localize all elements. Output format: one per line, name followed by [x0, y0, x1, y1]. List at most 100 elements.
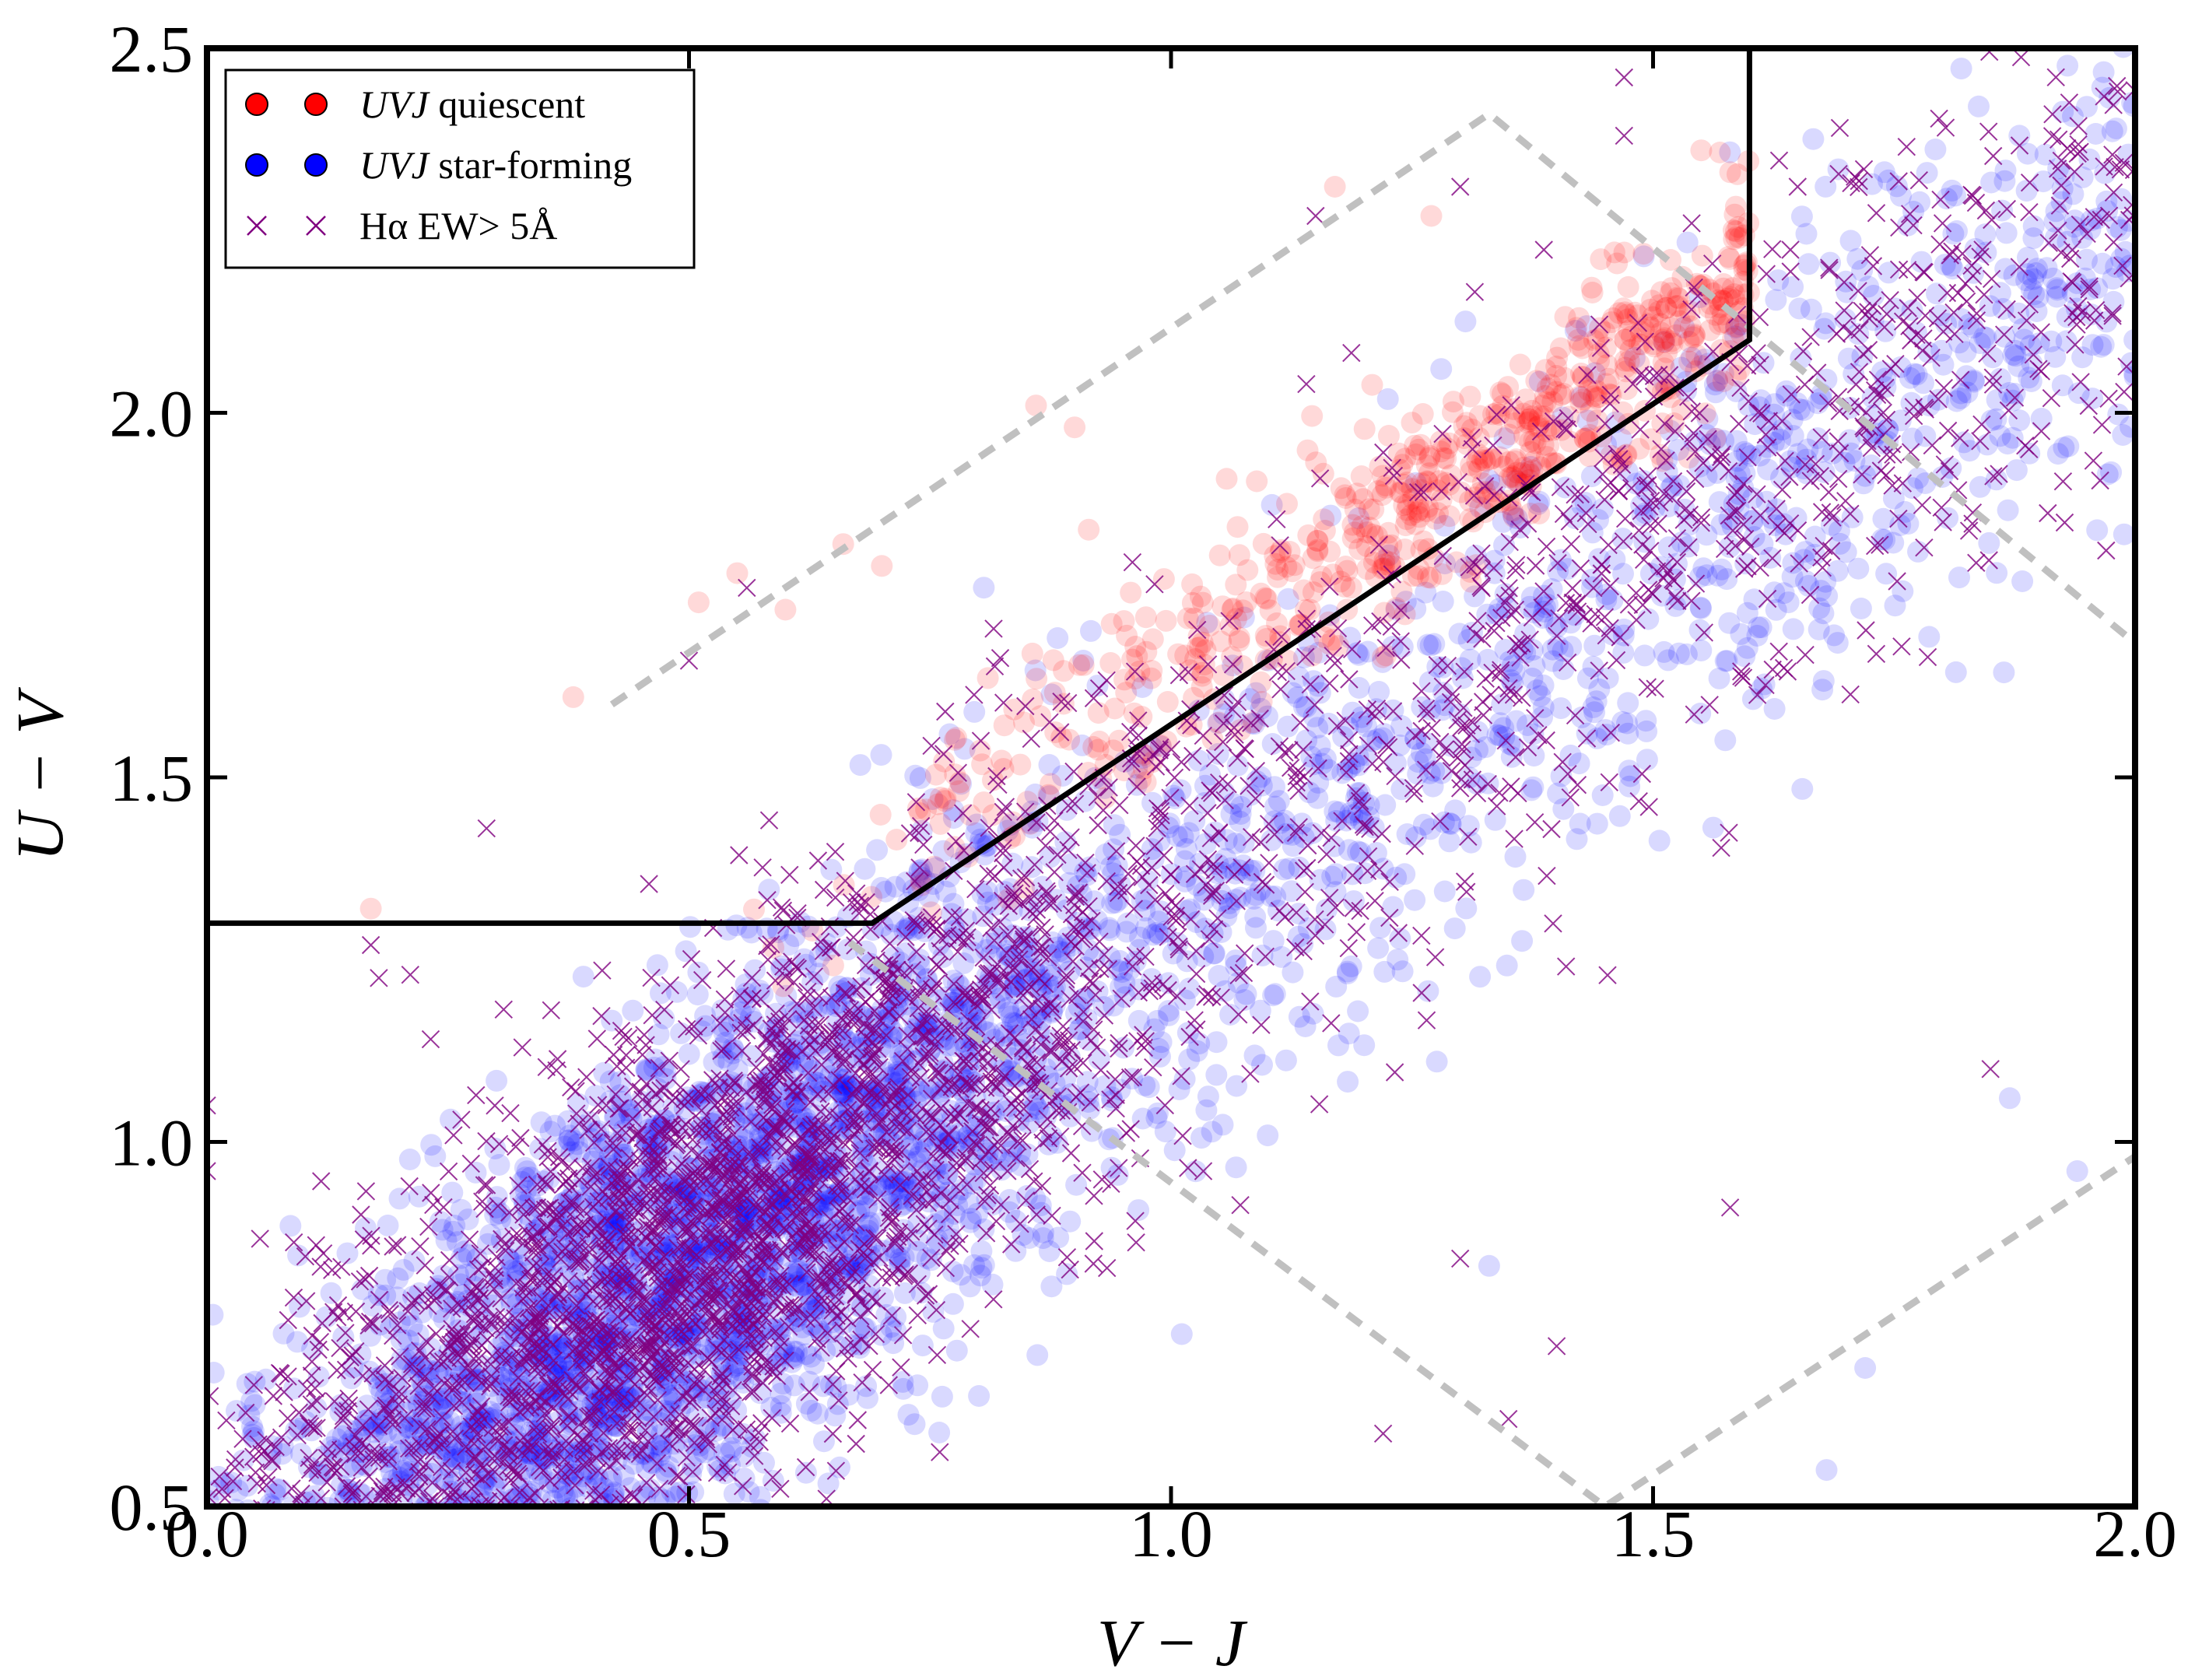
quiescent-point: [1420, 205, 1443, 227]
star-forming-point: [1368, 681, 1390, 703]
star-forming-point: [1407, 763, 1429, 785]
star-forming-point: [428, 1281, 451, 1303]
star-forming-point: [1138, 1076, 1160, 1099]
star-forming-point: [2101, 120, 2123, 142]
star-forming-point: [1488, 712, 1511, 735]
star-forming-point: [707, 1072, 730, 1094]
star-forming-point: [973, 577, 995, 599]
star-forming-point: [1169, 779, 1192, 801]
star-forming-point: [1632, 245, 1655, 268]
star-forming-point: [1949, 382, 1972, 405]
quiescent-point: [1406, 501, 1429, 523]
star-forming-point: [1944, 661, 1967, 683]
star-forming-point: [1173, 989, 1196, 1012]
star-forming-point: [1327, 1034, 1349, 1057]
quiescent-point: [1025, 395, 1047, 417]
quiescent-point: [871, 555, 893, 577]
star-forming-point: [1962, 261, 1985, 284]
star-forming-point: [1061, 935, 1083, 957]
star-forming-point: [2018, 367, 2040, 389]
quiescent-point: [726, 562, 749, 584]
star-forming-point: [1612, 624, 1635, 647]
star-forming-point: [1854, 465, 1877, 487]
quiescent-point: [1709, 142, 1731, 163]
star-forming-point: [1495, 954, 1518, 977]
star-forming-point: [431, 1388, 454, 1410]
star-forming-point: [1080, 619, 1102, 642]
star-forming-point: [687, 961, 710, 984]
star-forming-point: [388, 1187, 411, 1210]
star-forming-point: [2011, 570, 2034, 592]
quiescent-point: [1155, 609, 1177, 632]
star-forming-point: [870, 744, 892, 766]
star-forming-point: [1075, 956, 1097, 979]
star-forming-point: [1595, 588, 1618, 611]
star-forming-point: [1416, 633, 1439, 656]
star-forming-point: [417, 1366, 440, 1389]
star-forming-point: [2053, 165, 2075, 188]
star-forming-point: [1944, 184, 1966, 207]
star-forming-point: [1175, 838, 1197, 860]
star-forming-point: [664, 1485, 687, 1506]
quiescent-point: [1442, 401, 1464, 423]
quiescent-point: [1276, 493, 1298, 515]
star-forming-point: [1047, 627, 1069, 649]
star-forming-point: [440, 1108, 461, 1131]
star-forming-point: [1763, 698, 1786, 720]
star-forming-point: [942, 1137, 965, 1159]
star-forming-point: [1648, 829, 1671, 852]
star-forming-point: [1210, 921, 1232, 943]
star-forming-point: [1094, 1075, 1117, 1097]
star-forming-point: [1294, 1015, 1317, 1037]
star-forming-point: [777, 934, 800, 956]
star-forming-point: [1134, 1074, 1156, 1096]
quiescent-point: [944, 728, 966, 751]
quiescent-point: [1353, 418, 1376, 440]
star-forming-point: [766, 1345, 788, 1367]
star-forming-point: [1998, 1087, 2021, 1110]
star-forming-point: [903, 1413, 926, 1436]
star-forming-point: [636, 1404, 658, 1426]
star-forming-point: [1251, 1054, 1273, 1076]
star-forming-point: [1302, 822, 1324, 844]
star-forming-point: [1874, 320, 1897, 342]
star-forming-point: [1591, 784, 1614, 806]
star-forming-point: [775, 984, 798, 1007]
star-forming-point: [488, 1154, 510, 1176]
star-forming-point: [1524, 655, 1546, 677]
star-forming-point: [388, 1422, 411, 1445]
star-forming-point: [622, 999, 644, 1022]
star-forming-point: [1251, 944, 1274, 966]
star-forming-point: [1586, 812, 1608, 835]
quiescent-point: [1513, 456, 1535, 479]
star-forming-point: [1384, 752, 1407, 774]
star-forming-point: [1504, 846, 1527, 868]
star-forming-point: [1794, 570, 1817, 592]
quiescent-point: [1361, 374, 1383, 396]
star-forming-point: [911, 1335, 934, 1357]
quiescent-point: [1513, 425, 1536, 447]
star-forming-point: [380, 1461, 403, 1484]
star-forming-point: [1791, 777, 1814, 800]
star-forming-point: [1438, 830, 1460, 853]
star-forming-point: [2015, 269, 2038, 292]
star-forming-point: [1940, 457, 1962, 479]
star-forming-point: [1718, 612, 1741, 634]
star-forming-point: [1837, 347, 1860, 370]
star-forming-point: [272, 1322, 295, 1345]
star-forming-point: [1675, 643, 1698, 665]
star-forming-point: [283, 1377, 305, 1400]
star-forming-point: [1173, 870, 1196, 893]
star-forming-point: [1419, 818, 1442, 840]
star-forming-point: [514, 1180, 537, 1202]
quiescent-point: [1232, 599, 1254, 622]
star-forming-point: [1199, 763, 1221, 786]
star-forming-point: [1618, 759, 1640, 782]
star-forming-point: [486, 1069, 508, 1092]
star-forming-point: [694, 1015, 717, 1037]
star-forming-point: [1396, 823, 1418, 845]
star-forming-point: [2067, 382, 2090, 405]
star-forming-point: [2046, 279, 2069, 301]
